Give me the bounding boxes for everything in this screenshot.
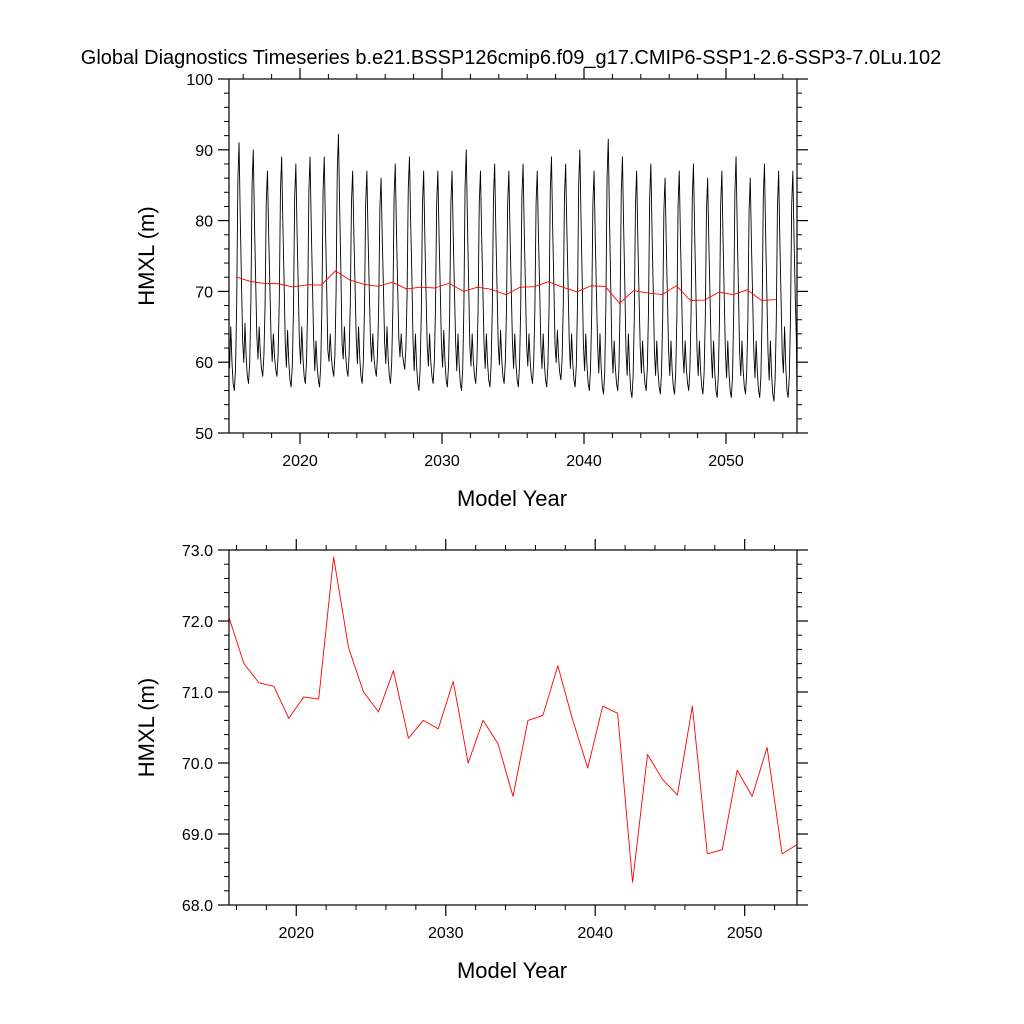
x-axis-title: Model Year xyxy=(457,486,567,511)
y-tick-label: 68.0 xyxy=(182,898,213,915)
y-axis-title: HMXL (m) xyxy=(134,678,159,777)
y-tick-label: 73.0 xyxy=(182,543,213,560)
x-tick-label: 2050 xyxy=(708,453,744,470)
x-axis-title: Model Year xyxy=(457,958,567,983)
x-tick-label: 2050 xyxy=(727,925,763,942)
x-tick-label: 2040 xyxy=(577,925,613,942)
y-tick-label: 69.0 xyxy=(182,827,213,844)
y-tick-label: 80 xyxy=(195,214,213,231)
annual-mean-line xyxy=(228,556,798,883)
monthly-line xyxy=(229,133,798,402)
x-tick-label: 2040 xyxy=(566,453,602,470)
y-tick-label: 100 xyxy=(186,72,213,89)
y-tick-label: 72.0 xyxy=(182,614,213,631)
monthly-timeseries-panel: 2020 2030 2040 2050 50 60 70 80 90 100 Model Year H… xyxy=(134,68,808,511)
y-tick-label: 70 xyxy=(195,284,213,301)
chart-title: Global Diagnostics Timeseries b.e21.BSSP… xyxy=(81,47,941,69)
x-tick-label: 2020 xyxy=(278,925,314,942)
y-tick-label: 71.0 xyxy=(182,685,213,702)
y-axis-title: HMXL (m) xyxy=(134,206,159,305)
plot-frame xyxy=(228,549,798,906)
x-tick-label: 2030 xyxy=(428,925,464,942)
x-tick-label: 2020 xyxy=(282,453,318,470)
x-tick-label: 2030 xyxy=(424,453,460,470)
annual-mean-line xyxy=(235,270,776,304)
y-tick-label: 50 xyxy=(195,426,213,443)
plot-frame xyxy=(228,78,798,434)
annual-mean-panel: 2020 2030 2040 2050 68.0 69.0 70.0 71.0 72.0 73.0… xyxy=(134,539,808,983)
y-tick-label: 70.0 xyxy=(182,756,213,773)
y-tick-label: 90 xyxy=(195,143,213,160)
y-tick-label: 60 xyxy=(195,355,213,372)
